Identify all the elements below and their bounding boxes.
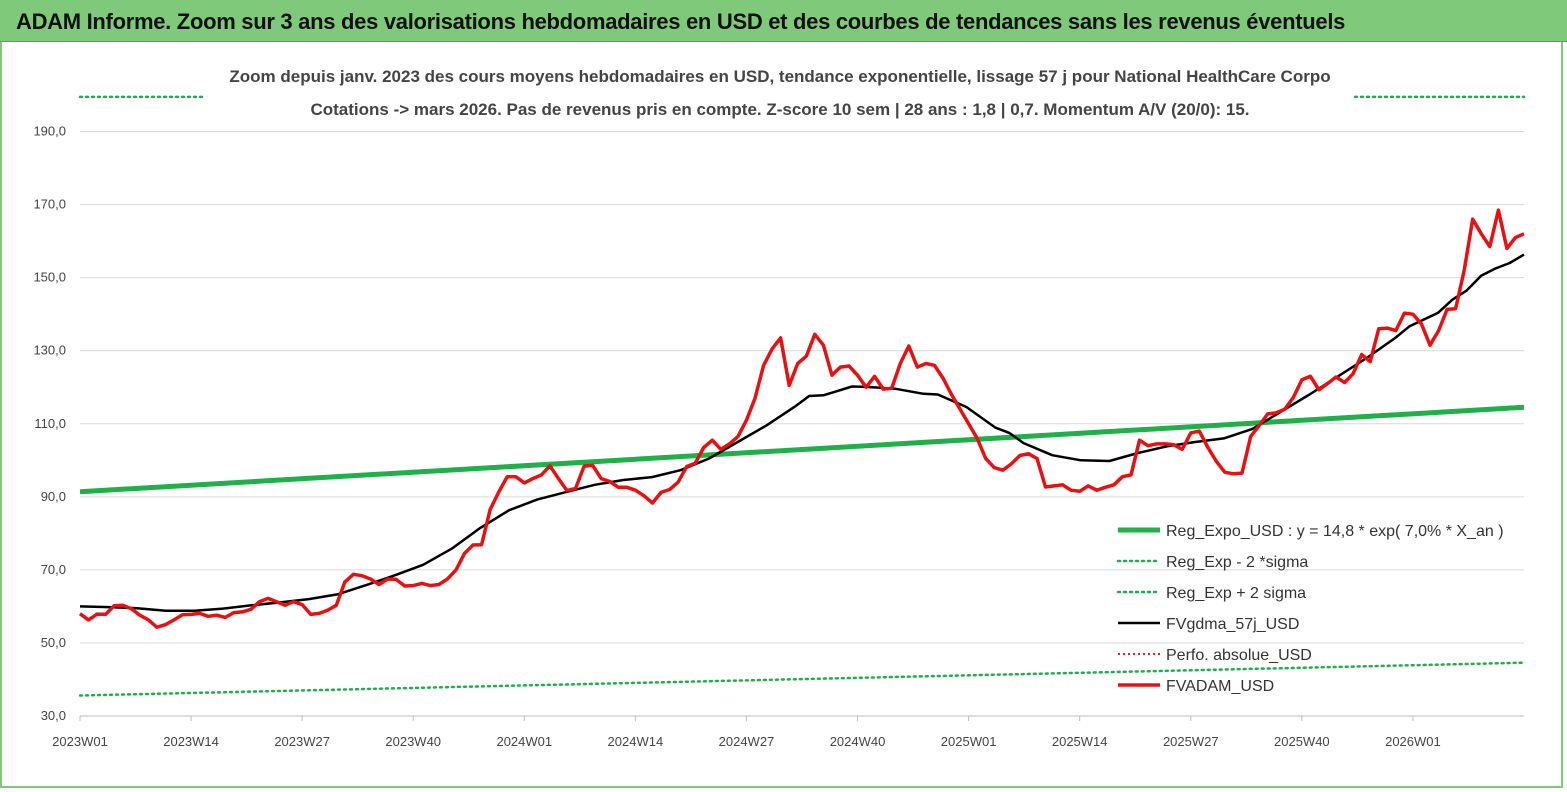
y-tick-label: 70,0 (41, 562, 66, 577)
report-banner: ADAM Informe. Zoom sur 3 ans des valoris… (0, 0, 1567, 42)
x-tick-label: 2024W27 (719, 734, 775, 749)
series-line-gdma (79, 253, 1525, 613)
y-tick-label: 130,0 (33, 343, 66, 358)
legend-label-reg_expo: Reg_Expo_USD : y = 14,8 * exp( 7,0% * X_… (1166, 523, 1504, 540)
legend: Reg_Expo_USD : y = 14,8 * exp( 7,0% * X_… (1116, 523, 1504, 695)
y-tick-label: 150,0 (33, 270, 66, 285)
y-tick-label: 30,0 (41, 708, 66, 723)
x-tick-label: 2023W01 (52, 734, 108, 749)
legend-label-reg_plus: Reg_Exp + 2 sigma (1166, 585, 1306, 602)
series-line-reg_minus (78, 661, 1526, 697)
legend-label-gdma: FVgdma_57j_USD (1166, 616, 1299, 633)
chart-title: Zoom depuis janv. 2023 des cours moyens … (229, 67, 1330, 86)
x-tick-label: 2024W01 (496, 734, 552, 749)
series-line-reg_expo (79, 404, 1525, 495)
y-tick-label: 50,0 (41, 635, 66, 650)
gridlines (80, 131, 1524, 644)
y-tick-label: 90,0 (41, 489, 66, 504)
chart-frame (0, 42, 1563, 788)
series-line-fvadam (78, 208, 1525, 629)
y-tick-label: 190,0 (33, 124, 66, 139)
y-tick-label: 110,0 (34, 416, 66, 431)
x-tick-label: 2024W40 (830, 734, 886, 749)
chart-subtitle: Cotations -> mars 2026. Pas de revenus p… (310, 100, 1249, 119)
x-tick-label: 2025W40 (1274, 734, 1330, 749)
x-tick-label: 2023W27 (274, 734, 330, 749)
y-tick-label: 170,0 (33, 197, 66, 212)
x-tick-label: 2026W01 (1385, 734, 1441, 749)
axes: 190,0 170,0 150,0 130,0 110,0 90,0 70,0 50,0 30,… (33, 124, 1524, 749)
x-tick-label: 2025W14 (1052, 734, 1108, 749)
legend-label-reg_minus: Reg_Exp - 2 *sigma (1166, 554, 1308, 571)
x-tick-label: 2023W14 (163, 734, 219, 749)
legend-label-perf: Perfo. absolue_USD (1166, 647, 1312, 664)
x-tick-label: 2025W27 (1163, 734, 1219, 749)
series-lines (78, 95, 1526, 697)
x-tick-label: 2023W40 (385, 734, 441, 749)
legend-label-fvadam: FVADAM_USD (1166, 678, 1274, 695)
x-tick-label: 2025W01 (941, 734, 997, 749)
x-tick-label: 2024W14 (608, 734, 664, 749)
